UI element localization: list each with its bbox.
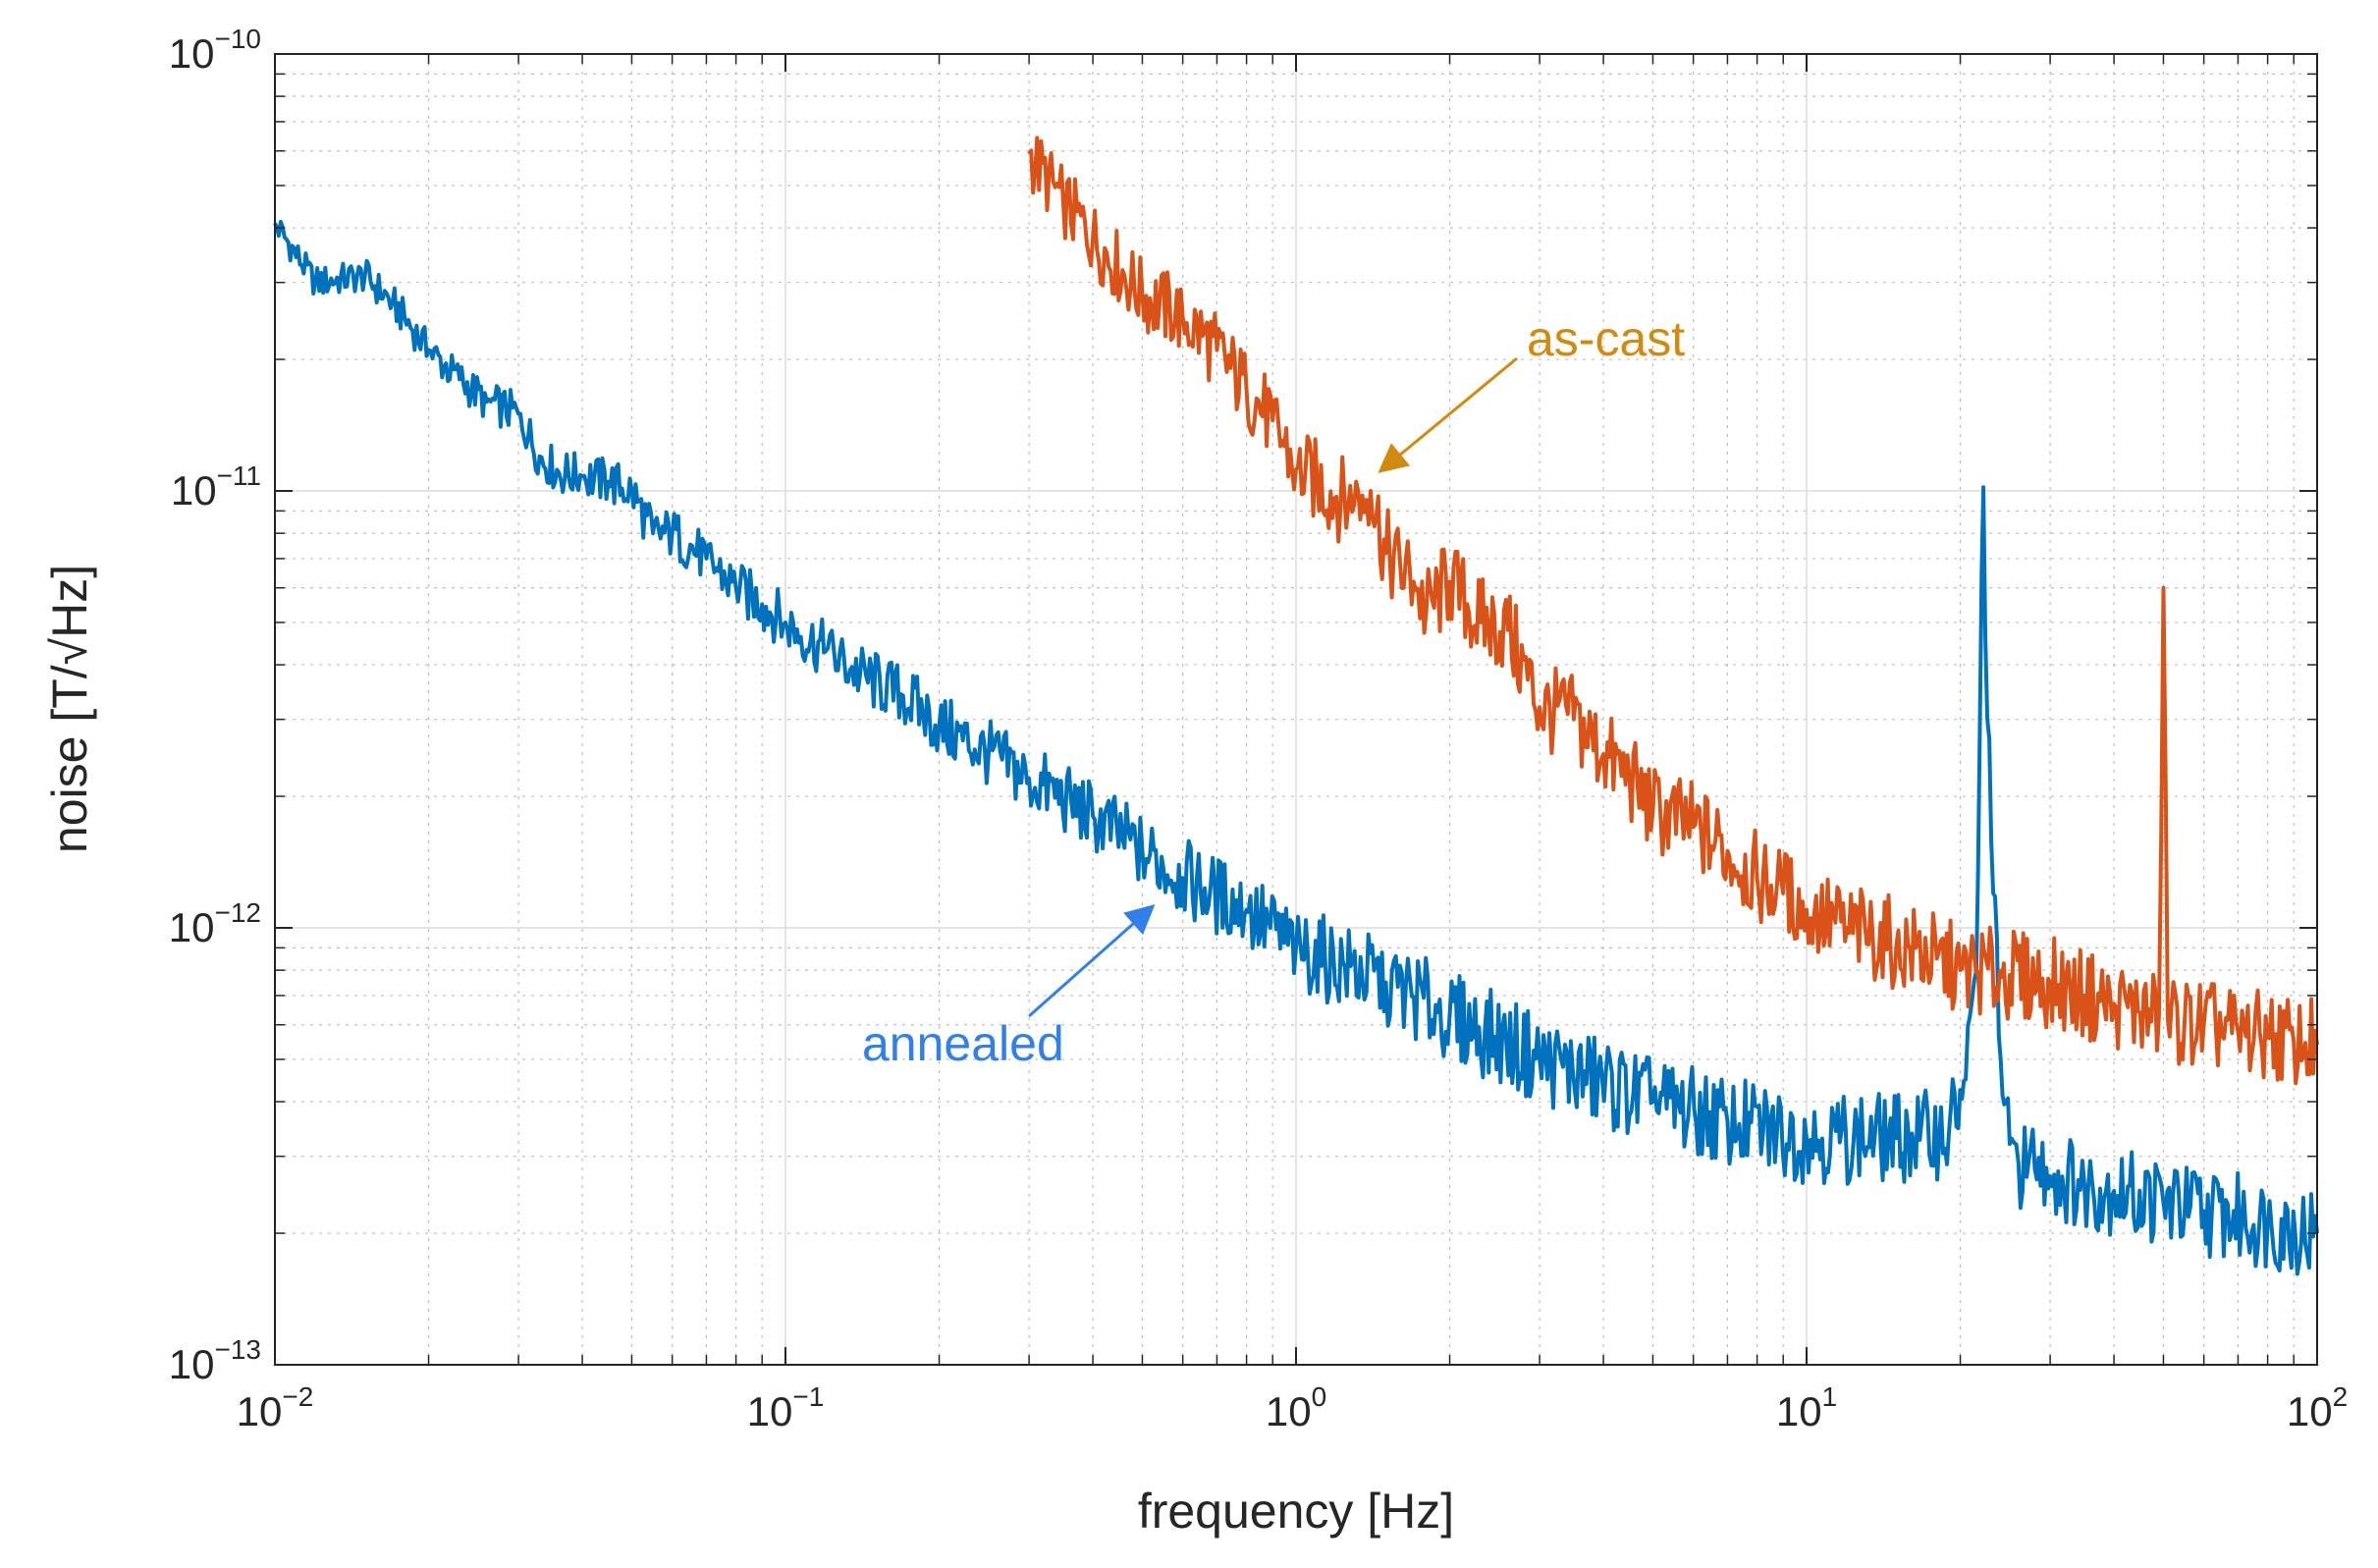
x-tick-labels: 10−2 10−1 100 101 102 xyxy=(237,1381,2348,1434)
as-cast-label: as-cast xyxy=(1527,311,1685,366)
y-tick-label: 10−12 xyxy=(169,897,261,950)
x-tick-label: 10−1 xyxy=(747,1381,825,1434)
y-axis-label: noise [T/√Hz] xyxy=(42,565,97,853)
annealed-arrow xyxy=(1028,904,1156,1018)
y-tick-label: 10−13 xyxy=(169,1334,261,1387)
series-line-as-cast xyxy=(1027,135,2319,1086)
x-axis-label: frequency [Hz] xyxy=(1138,1484,1454,1539)
ticks-layer xyxy=(274,53,2318,1366)
as-cast-arrow xyxy=(1378,356,1518,473)
annealed-label: annealed xyxy=(862,1016,1064,1071)
y-tick-labels: 10−10 10−11 10−12 10−13 xyxy=(169,24,261,1387)
series-layer xyxy=(273,135,2319,1276)
x-tick-label: 10−2 xyxy=(237,1381,314,1434)
annotations-layer: as-cast annealed xyxy=(862,311,1685,1071)
y-tick-label: 10−11 xyxy=(171,460,261,514)
x-tick-label: 101 xyxy=(1776,1381,1837,1434)
grid-minor xyxy=(275,54,2317,1365)
x-tick-label: 102 xyxy=(2287,1381,2348,1434)
x-tick-label: 100 xyxy=(1266,1381,1326,1434)
y-tick-label: 10−10 xyxy=(169,24,261,77)
